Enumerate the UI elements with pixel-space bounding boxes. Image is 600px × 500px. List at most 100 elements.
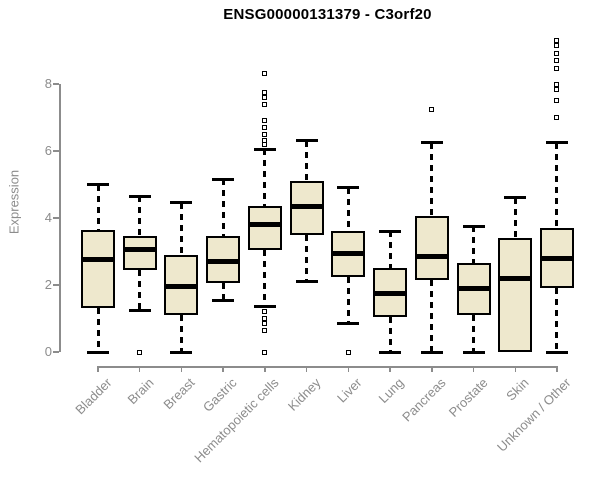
x-tick-label: Liver bbox=[334, 375, 365, 406]
median-line bbox=[456, 285, 491, 291]
outlier-point bbox=[262, 94, 268, 100]
x-tick bbox=[556, 366, 558, 372]
lower-whisker bbox=[96, 308, 100, 352]
outlier-point bbox=[262, 349, 268, 355]
median-line bbox=[164, 284, 199, 290]
median-line bbox=[206, 259, 241, 265]
x-tick bbox=[472, 366, 475, 372]
upper-whisker-cap bbox=[170, 201, 193, 205]
outlier-point bbox=[262, 131, 268, 137]
outlier-point bbox=[345, 349, 351, 355]
median-line bbox=[122, 247, 157, 253]
upper-whisker bbox=[96, 184, 100, 230]
upper-whisker-cap bbox=[337, 186, 360, 190]
box bbox=[498, 238, 533, 352]
y-tick bbox=[53, 217, 59, 219]
upper-whisker-cap bbox=[128, 194, 151, 198]
x-tick bbox=[138, 366, 141, 372]
lower-whisker bbox=[138, 269, 142, 311]
median-line bbox=[289, 203, 324, 209]
x-tick bbox=[389, 366, 391, 372]
lower-whisker-cap bbox=[253, 305, 276, 309]
outlier-point bbox=[262, 316, 268, 321]
lower-whisker-cap bbox=[337, 322, 360, 326]
upper-whisker bbox=[472, 226, 476, 264]
upper-whisker bbox=[305, 140, 309, 182]
lower-whisker-cap bbox=[170, 350, 193, 354]
y-tick bbox=[53, 351, 59, 353]
outlier-point bbox=[262, 321, 268, 327]
outlier-point bbox=[262, 141, 268, 147]
x-tick-label: Unknown / Other bbox=[494, 375, 574, 455]
upper-whisker-cap bbox=[295, 139, 318, 143]
median-line bbox=[247, 222, 282, 228]
lower-whisker bbox=[179, 315, 183, 352]
y-tick-label: 2 bbox=[44, 277, 52, 292]
lower-whisker-cap bbox=[420, 350, 443, 354]
upper-whisker-cap bbox=[379, 229, 402, 233]
y-axis-label: Expression bbox=[6, 169, 22, 235]
outlier-point bbox=[554, 81, 560, 87]
chart-title: ENSG00000131379 - C3orf20 bbox=[223, 6, 432, 23]
median-line bbox=[331, 250, 366, 256]
box bbox=[414, 216, 449, 280]
x-tick bbox=[222, 366, 224, 372]
lower-whisker-cap bbox=[212, 298, 235, 302]
outlier-point bbox=[262, 101, 268, 107]
lower-whisker-cap bbox=[379, 350, 402, 354]
lower-whisker bbox=[555, 288, 559, 352]
upper-whisker bbox=[346, 187, 350, 232]
median-line bbox=[539, 255, 574, 261]
outlier-point bbox=[554, 42, 560, 48]
upper-whisker bbox=[555, 142, 559, 229]
outlier-point bbox=[554, 51, 560, 57]
x-tick bbox=[97, 366, 99, 372]
outlier-point bbox=[262, 71, 268, 77]
x-tick-label: Lung bbox=[375, 375, 407, 407]
outlier-point bbox=[262, 125, 268, 131]
box bbox=[81, 229, 115, 309]
lower-whisker bbox=[263, 249, 267, 307]
outlier-point bbox=[429, 106, 435, 112]
upper-whisker bbox=[388, 231, 392, 269]
upper-whisker-cap bbox=[420, 141, 443, 145]
upper-whisker-cap bbox=[87, 183, 109, 186]
upper-whisker-cap bbox=[545, 141, 568, 145]
outlier-point bbox=[554, 66, 560, 72]
upper-whisker bbox=[221, 179, 225, 237]
median-line bbox=[81, 257, 115, 263]
box bbox=[247, 206, 282, 250]
x-tick-label: Brain bbox=[124, 375, 157, 408]
x-tick-label: Pancreas bbox=[398, 375, 449, 425]
lower-whisker bbox=[221, 283, 225, 301]
lower-whisker-cap bbox=[462, 350, 485, 354]
upper-whisker-cap bbox=[504, 196, 527, 200]
outlier-point bbox=[554, 58, 560, 64]
y-tick-label: 0 bbox=[44, 344, 52, 359]
y-tick bbox=[53, 150, 59, 152]
median-line bbox=[414, 254, 449, 260]
x-tick-label: Skin bbox=[503, 375, 532, 404]
lower-whisker-cap bbox=[295, 280, 318, 284]
upper-whisker-cap bbox=[253, 147, 276, 151]
outlier-point bbox=[262, 118, 268, 124]
lower-whisker bbox=[305, 234, 309, 282]
upper-whisker bbox=[138, 196, 142, 237]
outlier-point bbox=[554, 37, 560, 43]
lower-whisker-cap bbox=[87, 350, 109, 354]
y-tick-label: 6 bbox=[44, 143, 52, 158]
upper-whisker bbox=[430, 142, 434, 217]
median-line bbox=[498, 275, 533, 281]
y-axis-line bbox=[59, 84, 61, 352]
lower-whisker bbox=[472, 315, 476, 352]
outlier-point bbox=[262, 309, 268, 315]
x-tick-label: Kidney bbox=[284, 375, 324, 414]
x-tick bbox=[347, 366, 350, 372]
lower-whisker bbox=[346, 276, 350, 324]
y-tick-label: 8 bbox=[44, 76, 52, 91]
x-axis-line bbox=[98, 366, 557, 368]
box bbox=[122, 236, 157, 270]
y-tick bbox=[53, 83, 59, 85]
upper-whisker bbox=[263, 149, 267, 207]
